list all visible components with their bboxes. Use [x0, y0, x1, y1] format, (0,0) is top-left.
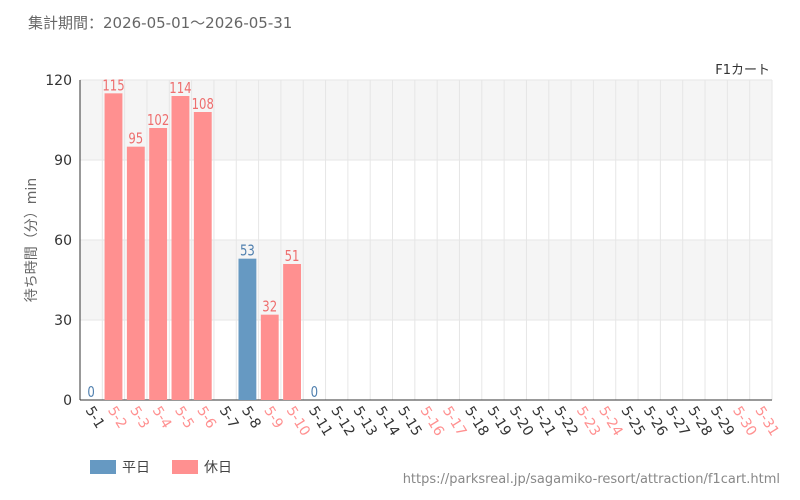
x-tick-label: 5-3 [126, 404, 152, 432]
bar [171, 96, 190, 400]
bars [104, 93, 301, 400]
x-tick-label: 5-1 [82, 404, 108, 432]
legend-swatch-holiday [172, 460, 198, 474]
source-url: https://parksreal.jp/sagamiko-resort/att… [402, 472, 780, 487]
x-tick-label: 5-2 [104, 404, 130, 432]
data-label: 114 [169, 81, 191, 98]
y-tick-label: 90 [54, 153, 72, 169]
x-tick-label: 5-6 [193, 404, 219, 432]
bar [104, 93, 123, 400]
legend-label-holiday: 休日 [204, 460, 232, 476]
grid-lines [79, 79, 773, 401]
series-title: F1カート [715, 63, 770, 78]
data-label: 0 [311, 385, 318, 402]
y-tick-label: 30 [54, 313, 72, 329]
bar [283, 264, 301, 400]
legend-item-weekday[interactable]: 平日 [90, 457, 150, 477]
data-label: 53 [240, 243, 255, 260]
x-tick-label: 5-5 [171, 404, 197, 432]
bar [149, 128, 168, 400]
y-tick-label: 0 [63, 393, 72, 409]
x-tick-labels: 5-15-25-35-45-55-65-75-85-95-105-115-125… [82, 404, 782, 440]
bar [126, 146, 145, 400]
legend-label-weekday: 平日 [122, 460, 150, 476]
data-label: 32 [262, 299, 277, 316]
period-label: 集計期間：2026-05-01～2026-05-31 [28, 14, 293, 32]
data-label: 0 [87, 385, 94, 402]
data-label: 95 [128, 131, 143, 148]
data-label: 102 [147, 113, 169, 130]
x-tick-label: 5-8 [238, 404, 264, 432]
y-axis-label: 待ち時間（分）min [24, 178, 40, 302]
legend-swatch-weekday [90, 460, 116, 474]
data-label: 51 [285, 249, 300, 266]
y-tick-label: 120 [45, 73, 72, 89]
y-tick-labels: 0 30 60 90 120 [45, 73, 72, 409]
legend: 平日 休日 [90, 457, 232, 477]
bar [238, 258, 257, 400]
data-label: 115 [102, 78, 124, 95]
legend-item-holiday[interactable]: 休日 [172, 457, 232, 477]
x-tick-label: 5-31 [751, 404, 781, 439]
x-tick-label: 5-4 [149, 404, 175, 432]
x-tick-label: 5-7 [216, 404, 242, 432]
y-tick-label: 60 [54, 233, 72, 249]
bar [260, 314, 279, 400]
data-label: 108 [192, 97, 214, 114]
x-tick-label: 5-9 [260, 404, 286, 432]
bar [193, 112, 212, 400]
